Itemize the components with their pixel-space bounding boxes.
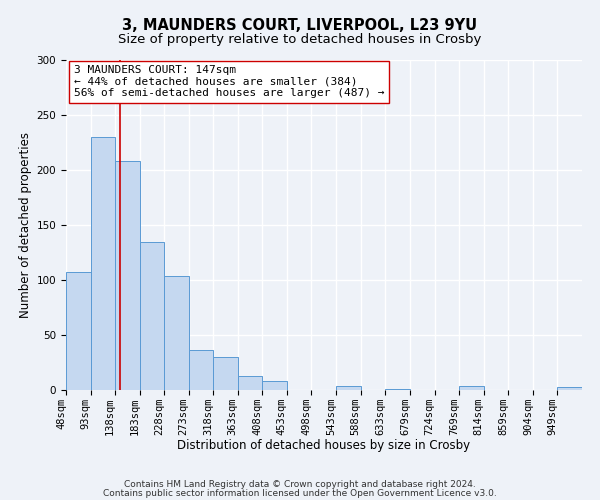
Y-axis label: Number of detached properties: Number of detached properties xyxy=(19,132,32,318)
Text: Contains HM Land Registry data © Crown copyright and database right 2024.: Contains HM Land Registry data © Crown c… xyxy=(124,480,476,489)
Bar xyxy=(140,242,164,390)
Bar xyxy=(459,386,484,390)
Bar xyxy=(385,389,410,390)
Bar xyxy=(91,137,115,390)
Bar xyxy=(115,161,140,390)
X-axis label: Distribution of detached houses by size in Crosby: Distribution of detached houses by size … xyxy=(178,440,470,452)
Bar xyxy=(557,386,582,390)
Text: 3 MAUNDERS COURT: 147sqm
← 44% of detached houses are smaller (384)
56% of semi-: 3 MAUNDERS COURT: 147sqm ← 44% of detach… xyxy=(74,65,384,98)
Bar xyxy=(238,376,262,390)
Bar xyxy=(164,276,189,390)
Text: Size of property relative to detached houses in Crosby: Size of property relative to detached ho… xyxy=(118,32,482,46)
Text: Contains public sector information licensed under the Open Government Licence v3: Contains public sector information licen… xyxy=(103,488,497,498)
Bar xyxy=(262,381,287,390)
Text: 3, MAUNDERS COURT, LIVERPOOL, L23 9YU: 3, MAUNDERS COURT, LIVERPOOL, L23 9YU xyxy=(122,18,478,32)
Bar xyxy=(336,386,361,390)
Bar xyxy=(66,272,91,390)
Bar xyxy=(189,350,213,390)
Bar xyxy=(213,357,238,390)
